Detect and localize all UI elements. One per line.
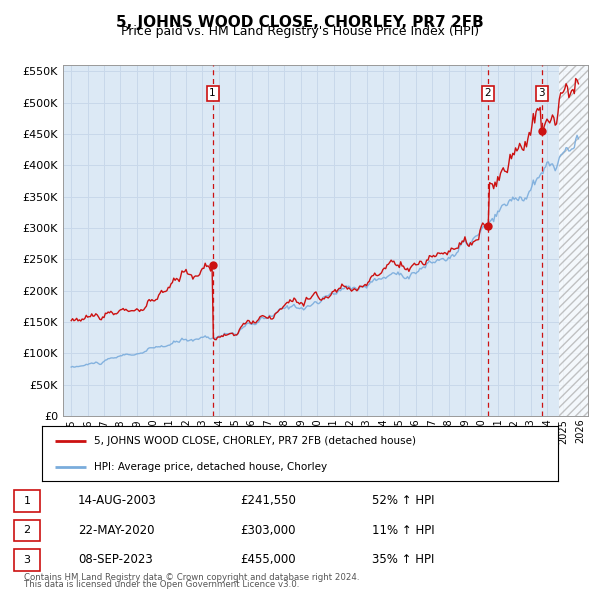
Text: 2: 2	[23, 526, 31, 535]
Text: £455,000: £455,000	[240, 553, 296, 566]
Text: 08-SEP-2023: 08-SEP-2023	[78, 553, 153, 566]
Text: 14-AUG-2003: 14-AUG-2003	[78, 494, 157, 507]
Text: 1: 1	[209, 88, 216, 98]
Text: 5, JOHNS WOOD CLOSE, CHORLEY, PR7 2FB: 5, JOHNS WOOD CLOSE, CHORLEY, PR7 2FB	[116, 15, 484, 30]
Text: 35% ↑ HPI: 35% ↑ HPI	[372, 553, 434, 566]
Text: £303,000: £303,000	[240, 524, 296, 537]
Text: 5, JOHNS WOOD CLOSE, CHORLEY, PR7 2FB (detached house): 5, JOHNS WOOD CLOSE, CHORLEY, PR7 2FB (d…	[94, 437, 416, 447]
Text: Price paid vs. HM Land Registry's House Price Index (HPI): Price paid vs. HM Land Registry's House …	[121, 25, 479, 38]
Text: 3: 3	[23, 555, 31, 565]
Text: 52% ↑ HPI: 52% ↑ HPI	[372, 494, 434, 507]
Text: 1: 1	[23, 496, 31, 506]
Text: 22-MAY-2020: 22-MAY-2020	[78, 524, 155, 537]
Text: 2: 2	[484, 88, 491, 98]
Text: 3: 3	[538, 88, 545, 98]
Text: Contains HM Land Registry data © Crown copyright and database right 2024.: Contains HM Land Registry data © Crown c…	[24, 573, 359, 582]
Text: £241,550: £241,550	[240, 494, 296, 507]
Text: 11% ↑ HPI: 11% ↑ HPI	[372, 524, 434, 537]
Text: This data is licensed under the Open Government Licence v3.0.: This data is licensed under the Open Gov…	[24, 581, 299, 589]
Text: HPI: Average price, detached house, Chorley: HPI: Average price, detached house, Chor…	[94, 462, 327, 472]
